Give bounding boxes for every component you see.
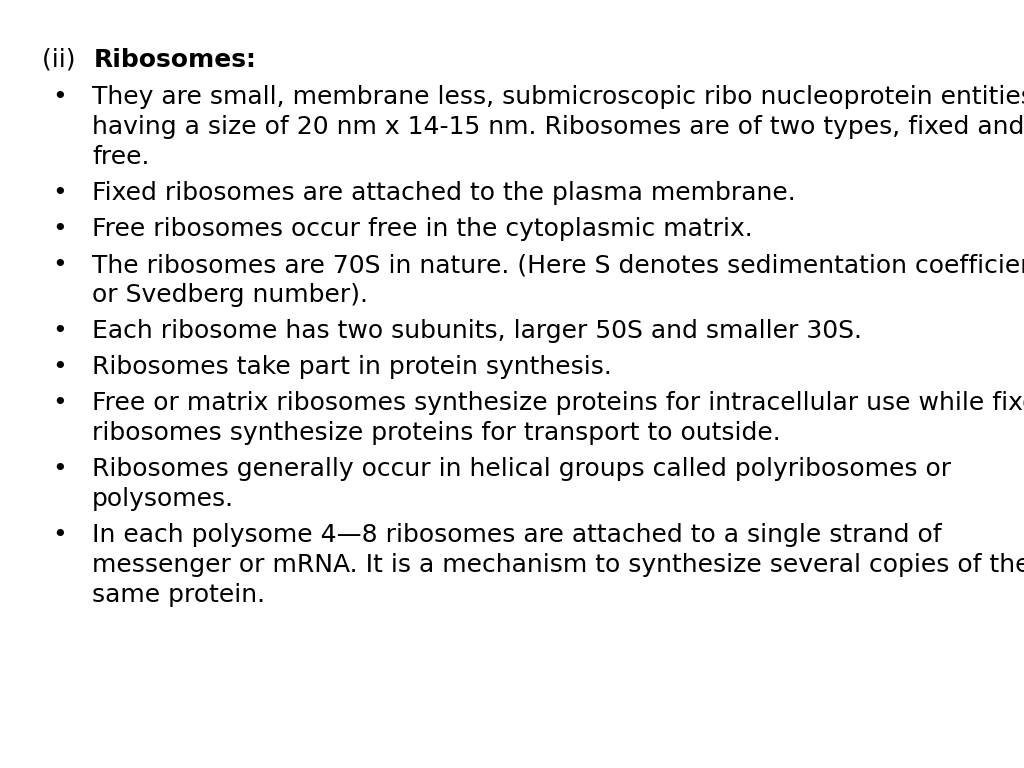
Text: •: • [52,85,67,109]
Text: messenger or mRNA. It is a mechanism to synthesize several copies of the: messenger or mRNA. It is a mechanism to … [92,553,1024,577]
Text: •: • [52,355,67,379]
Text: same protein.: same protein. [92,583,265,607]
Text: Ribosomes:: Ribosomes: [94,48,257,72]
Text: •: • [52,457,67,481]
Text: •: • [52,319,67,343]
Text: The ribosomes are 70S in nature. (Here S denotes sedimentation coefficient: The ribosomes are 70S in nature. (Here S… [92,253,1024,277]
Text: They are small, membrane less, submicroscopic ribo nucleoprotein entities: They are small, membrane less, submicros… [92,85,1024,109]
Text: •: • [52,523,67,547]
Text: having a size of 20 nm x 14-15 nm. Ribosomes are of two types, fixed and: having a size of 20 nm x 14-15 nm. Ribos… [92,115,1024,139]
Text: ribosomes synthesize proteins for transport to outside.: ribosomes synthesize proteins for transp… [92,421,780,445]
Text: Ribosomes take part in protein synthesis.: Ribosomes take part in protein synthesis… [92,355,612,379]
Text: •: • [52,253,67,277]
Text: In each polysome 4—8 ribosomes are attached to a single strand of: In each polysome 4—8 ribosomes are attac… [92,523,942,547]
Text: Free or matrix ribosomes synthesize proteins for intracellular use while fixed: Free or matrix ribosomes synthesize prot… [92,391,1024,415]
Text: Free ribosomes occur free in the cytoplasmic matrix.: Free ribosomes occur free in the cytopla… [92,217,753,241]
Text: •: • [52,391,67,415]
Text: or Svedberg number).: or Svedberg number). [92,283,368,307]
Text: (ii): (ii) [42,48,84,72]
Text: •: • [52,217,67,241]
Text: Each ribosome has two subunits, larger 50S and smaller 30S.: Each ribosome has two subunits, larger 5… [92,319,862,343]
Text: Fixed ribosomes are attached to the plasma membrane.: Fixed ribosomes are attached to the plas… [92,181,796,205]
Text: free.: free. [92,145,150,169]
Text: •: • [52,181,67,205]
Text: polysomes.: polysomes. [92,487,234,511]
Text: Ribosomes generally occur in helical groups called polyribosomes or: Ribosomes generally occur in helical gro… [92,457,951,481]
